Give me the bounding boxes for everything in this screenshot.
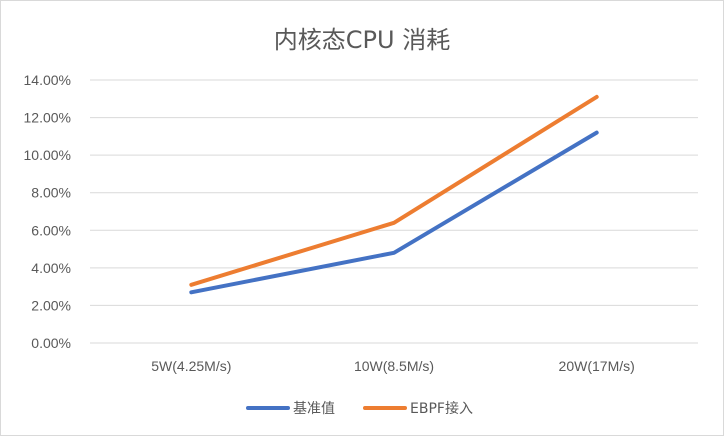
y-tick-label: 6.00% [31, 222, 71, 238]
y-tick-label: 8.00% [31, 185, 71, 201]
legend-label-2: EBPF接入 [410, 400, 473, 417]
y-axis-tick-labels: 0.00% 2.00% 4.00% 6.00% 8.00% 10.00% 12.00% 14.… [24, 72, 71, 351]
legend-label-1: 基准值 [293, 400, 335, 417]
series-lines [189, 94, 599, 295]
gridlines [90, 79, 698, 344]
series-line-2 [189, 94, 599, 287]
chart-title: 内核态CPU 消耗 [274, 26, 450, 54]
x-tick-label: 20W(17M/s) [559, 358, 635, 374]
x-tick-label: 10W(8.5M/s) [354, 358, 434, 374]
x-axis-tick-labels: 5W(4.25M/s) 10W(8.5M/s) 20W(17M/s) [151, 358, 635, 374]
y-tick-label: 4.00% [31, 260, 71, 276]
y-tick-label: 2.00% [31, 297, 71, 313]
x-tick-label: 5W(4.25M/s) [151, 358, 231, 374]
y-tick-label: 14.00% [24, 72, 71, 88]
y-tick-label: 12.00% [24, 110, 71, 126]
y-tick-label: 10.00% [24, 147, 71, 163]
legend: 基准值 EBPF接入 [246, 400, 473, 417]
y-tick-label: 0.00% [31, 335, 71, 351]
series-line-1 [189, 130, 599, 295]
